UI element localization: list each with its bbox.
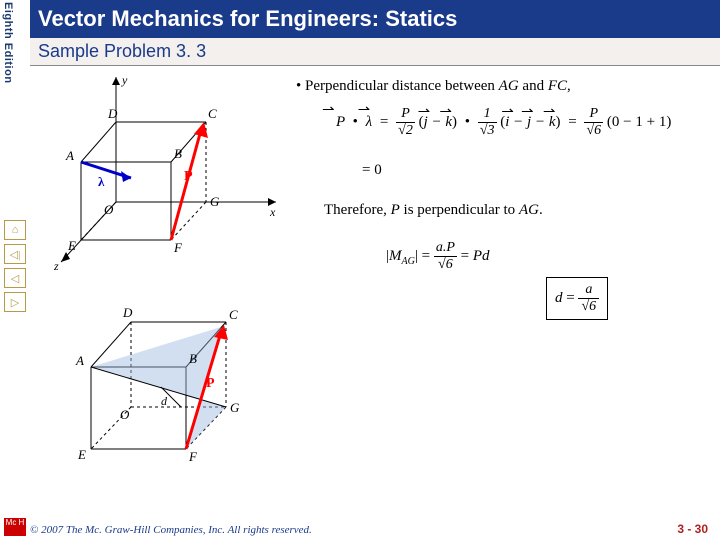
svg-text:F: F bbox=[173, 240, 183, 255]
svg-text:d: d bbox=[161, 394, 168, 408]
svg-text:O: O bbox=[120, 407, 130, 422]
svg-text:A: A bbox=[75, 353, 84, 368]
bullet-text-span: • Perpendicular distance between AG and … bbox=[296, 78, 571, 94]
book-title: Vector Mechanics for Engineers: Statics bbox=[38, 6, 457, 32]
svg-text:O: O bbox=[104, 202, 114, 217]
svg-text:C: C bbox=[208, 106, 217, 121]
cube-diagram-2: D C A B O G E F d P bbox=[66, 287, 296, 482]
edition-label: Eighth Edition bbox=[2, 2, 14, 84]
equation-dot-product: ⇀ P • ⇀ λ = P√2 (⇀j − ⇀k) • 1√3 (⇀i − ⇀j… bbox=[336, 106, 671, 139]
nav-next-icon[interactable]: ▷ bbox=[4, 292, 26, 312]
equation-zero: = 0 bbox=[362, 162, 382, 179]
svg-text:E: E bbox=[77, 447, 86, 462]
nav-home-icon[interactable]: ⌂ bbox=[4, 220, 26, 240]
svg-text:G: G bbox=[230, 400, 240, 415]
nav-prev-icon[interactable]: ◁ bbox=[4, 268, 26, 288]
svg-text:C: C bbox=[229, 307, 238, 322]
axis-x-label: x bbox=[269, 205, 276, 219]
axis-y-label: y bbox=[121, 73, 128, 87]
therefore-text: Therefore, P is perpendicular to AG. bbox=[324, 202, 543, 219]
svg-text:P: P bbox=[184, 169, 193, 184]
svg-text:D: D bbox=[122, 305, 133, 320]
content-area: • Perpendicular distance between AG and … bbox=[36, 72, 712, 512]
page-number: 3 - 30 bbox=[677, 522, 708, 536]
publisher-logo: Mc H bbox=[4, 518, 26, 536]
svg-text:F: F bbox=[188, 449, 198, 464]
axis-z-label: z bbox=[53, 259, 59, 272]
svg-text:B: B bbox=[174, 146, 182, 161]
svg-text:D: D bbox=[107, 106, 118, 121]
nav-first-icon[interactable]: ◁| bbox=[4, 244, 26, 264]
svg-text:E: E bbox=[67, 238, 76, 253]
copyright-footer: © 2007 The Mc. Graw-Hill Companies, Inc.… bbox=[30, 524, 312, 536]
equation-d: d = a√6 bbox=[546, 277, 608, 320]
problem-title: Sample Problem 3. 3 bbox=[38, 41, 206, 62]
svg-text:P: P bbox=[206, 376, 215, 391]
header-bar: Vector Mechanics for Engineers: Statics bbox=[30, 0, 720, 38]
svg-text:G: G bbox=[210, 194, 220, 209]
svg-text:A: A bbox=[65, 148, 74, 163]
bullet-text: • Perpendicular distance between AG and … bbox=[296, 78, 571, 95]
equation-moment: |MAG| = a.P√6 = Pd bbox=[386, 240, 490, 273]
svg-text:B: B bbox=[189, 351, 197, 366]
nav-icons: ⌂ ◁| ◁ ▷ bbox=[4, 220, 26, 316]
cube-diagram-1: y x z D bbox=[46, 72, 286, 272]
subtitle-bar: Sample Problem 3. 3 bbox=[30, 38, 720, 66]
svg-text:λ: λ bbox=[98, 174, 105, 189]
